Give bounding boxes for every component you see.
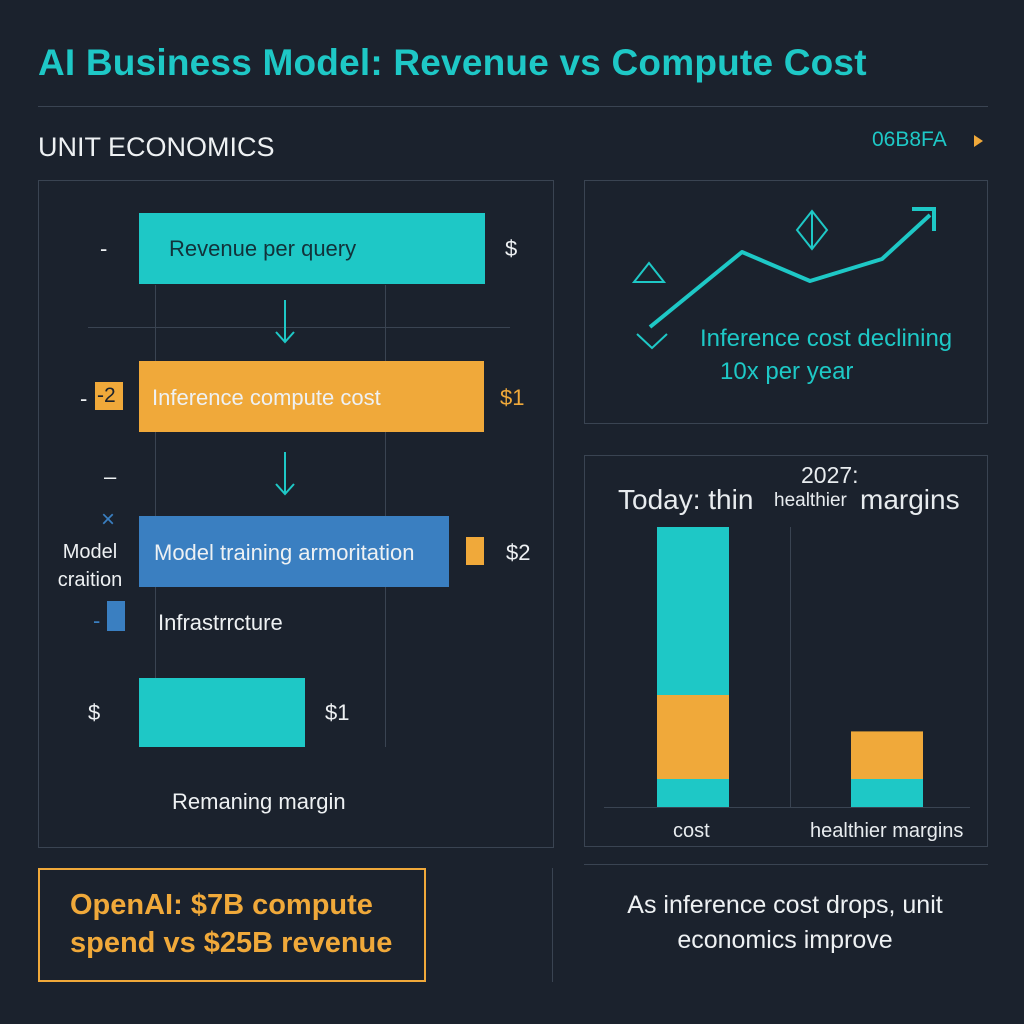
openai-callout-text: OpenAI: $7B compute spend vs $25B revenu… — [70, 889, 393, 959]
trend-caption-line2: 10x per year — [720, 358, 854, 385]
revenue-bar-label: Revenue per query — [169, 236, 357, 261]
caret-right-icon — [974, 135, 983, 147]
training-amortization-label: Model training armoritation — [154, 540, 415, 565]
arrow-down-icon — [275, 300, 295, 344]
inference-cost-label: Inference compute cost — [152, 385, 381, 410]
section-label: UNIT ECONOMICS — [38, 132, 275, 162]
triangle-up-icon — [631, 261, 667, 283]
margins-chart-panel — [584, 455, 988, 847]
page-title: AI Business Model: Revenue vs Compute Co… — [38, 42, 867, 83]
row-marker: – — [104, 464, 117, 489]
revenue-bar — [139, 213, 485, 284]
remaining-margin-value: $1 — [325, 700, 350, 725]
chart-divider — [790, 527, 791, 807]
chart-title-margins: margins — [860, 484, 960, 515]
infrastructure-marker — [107, 601, 125, 631]
chart-title-year: 2027: — [801, 462, 859, 488]
bar-segment-0-1 — [657, 695, 729, 779]
chevron-down-icon — [636, 333, 668, 350]
diamond-icon — [795, 209, 829, 251]
bar-segment-1-1 — [851, 731, 923, 779]
bar-segment-0-2 — [657, 527, 729, 695]
training-amortization-value: $2 — [506, 540, 531, 565]
bottom-divider — [552, 868, 553, 982]
remaining-margin-label: Remaning margin — [172, 789, 346, 814]
delta-badge-label: -2 — [97, 384, 116, 407]
inference-cost-bar — [139, 361, 484, 432]
bar-segment-1-0 — [851, 779, 923, 807]
margins-bar-chart — [657, 527, 923, 807]
footer-note: As inference cost drops, unit economics … — [627, 891, 943, 954]
chart-baseline — [604, 807, 970, 808]
row-marker: - — [93, 608, 101, 633]
inference-cost-value: $1 — [500, 385, 525, 410]
row-marker: - — [80, 386, 88, 411]
model-creation-label: Model craition — [57, 541, 123, 591]
revenue-value: $ — [505, 236, 518, 261]
title-divider — [38, 106, 988, 107]
x-tick-label: healthier margins — [810, 820, 964, 842]
row-marker: $ — [88, 700, 101, 725]
training-amortization-bar — [139, 516, 449, 587]
infrastructure-label: Infrastrrcture — [158, 610, 283, 635]
cost-trend-line — [648, 207, 936, 329]
trend-caption: Inference cost declining 10x per year — [700, 322, 952, 388]
chart-title-healthier: healthier — [774, 490, 847, 511]
openai-callout-box — [38, 868, 426, 982]
chart-title: Today: thin — [618, 484, 754, 515]
delta-badge — [95, 382, 123, 410]
bottom-rule — [584, 864, 988, 865]
x-tick-label: cost — [673, 820, 710, 842]
trend-panel — [584, 180, 988, 424]
arrow-down-icon — [275, 452, 295, 496]
waterfall-gridline — [88, 327, 510, 328]
cross-icon: × — [101, 506, 116, 533]
hex-code-label: 06B8FA — [872, 128, 947, 151]
remaining-margin-bar — [139, 678, 305, 747]
orange-marker — [466, 537, 484, 565]
row-marker: - — [100, 236, 108, 261]
bar-segment-0-0 — [657, 779, 729, 807]
trend-caption-line1: Inference cost declining — [700, 325, 953, 352]
waterfall-panel — [38, 180, 554, 848]
